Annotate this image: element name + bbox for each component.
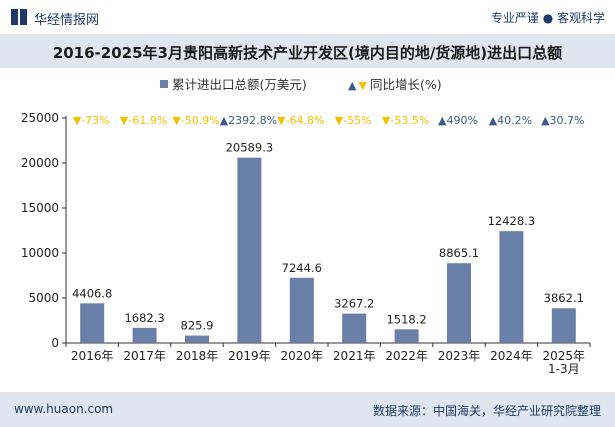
y-tick-label: 25000 xyxy=(21,111,59,125)
bar xyxy=(447,263,471,343)
x-tick-label: 2020年 xyxy=(281,349,324,363)
growth-up-label: ▲30.7% xyxy=(541,114,584,127)
bar-value-label: 8865.1 xyxy=(439,246,479,260)
x-tick-label: 1-3月 xyxy=(548,362,580,376)
x-tick-label: 2025年 xyxy=(543,349,586,363)
bar-value-label: 4406.8 xyxy=(72,286,112,300)
bar xyxy=(342,313,367,343)
bar-value-label: 3862.1 xyxy=(544,291,584,305)
growth-up-label: ▲40.2% xyxy=(489,114,532,127)
bar-value-label: 1518.2 xyxy=(386,312,426,326)
bar xyxy=(237,157,262,343)
y-tick-label: 15000 xyxy=(21,201,59,215)
x-tick-label: 2019年 xyxy=(228,349,271,363)
growth-up-label: ▲2392.8% xyxy=(220,114,277,127)
huajing-logo-icon xyxy=(11,9,27,25)
legend-total-label: 累计进出口总额(万美元) xyxy=(172,77,307,92)
growth-down-label: ▼-50.9% xyxy=(172,114,219,127)
x-tick-label: 2023年 xyxy=(438,349,481,363)
bar xyxy=(499,231,524,343)
bar xyxy=(132,327,157,343)
growth-down-label: ▼-73% xyxy=(73,114,110,127)
y-tick-label: 20000 xyxy=(21,156,59,170)
footer-bar: www.huaon.com 数据来源：中国海关，华经产业研究院整理 xyxy=(0,392,615,427)
bar-value-label: 1682.3 xyxy=(124,311,164,325)
growth-up-label: ▲490% xyxy=(438,114,478,127)
bar xyxy=(289,277,314,343)
footer-source: 数据来源：中国海关，华经产业研究院整理 xyxy=(372,404,601,418)
bar xyxy=(394,329,419,343)
growth-down-label: ▼-53.5% xyxy=(382,114,429,127)
x-tick-label: 2016年 xyxy=(71,349,114,363)
y-tick-label: 0 xyxy=(51,336,59,350)
bar xyxy=(551,308,576,343)
legend-growth-label: 同比增长(%) xyxy=(369,77,442,92)
brand-name: 华经情报网 xyxy=(34,13,100,28)
x-tick-label: 2024年 xyxy=(490,349,533,363)
footer-site: www.huaon.com xyxy=(14,402,114,416)
bar-value-label: 825.9 xyxy=(181,319,214,333)
y-tick-label: 10000 xyxy=(21,246,59,260)
growth-down-label: ▼-64.8% xyxy=(277,114,324,127)
x-tick-label: 2018年 xyxy=(176,349,219,363)
x-tick-label: 2021年 xyxy=(333,349,376,363)
down-triangle-icon: ▼ xyxy=(358,79,367,92)
bar xyxy=(185,335,209,343)
bar xyxy=(80,303,105,343)
x-tick-label: 2017年 xyxy=(123,349,166,363)
chart-legend: 累计进出口总额(万美元) ▲ ▼ 同比增长(%) xyxy=(0,74,615,92)
bar-value-label: 7244.6 xyxy=(282,261,322,275)
bar-value-label: 20589.3 xyxy=(226,141,274,155)
brand-tagline: 专业严谨 ● 客观科学 xyxy=(490,11,605,25)
y-tick-label: 5000 xyxy=(28,291,59,305)
title-bar: 2016-2025年3月贵阳高新技术产业开发区(境内目的地/货源地)进出口总额 xyxy=(0,34,615,68)
growth-down-label: ▼-55% xyxy=(335,114,372,127)
chart-title: 2016-2025年3月贵阳高新技术产业开发区(境内目的地/货源地)进出口总额 xyxy=(52,44,563,62)
x-tick-label: 2022年 xyxy=(385,349,428,363)
legend-item-total: 累计进出口总额(万美元) xyxy=(160,74,307,93)
growth-down-label: ▼-61.9% xyxy=(120,114,167,127)
top-bar: 华经情报网 专业严谨 ● 客观科学 xyxy=(0,0,615,34)
legend-item-growth: ▲ ▼ 同比增长(%) xyxy=(348,74,442,93)
bar-value-label: 12428.3 xyxy=(488,214,536,228)
legend-bar-swatch xyxy=(160,80,168,88)
bar-value-label: 3267.2 xyxy=(334,297,374,311)
up-triangle-icon: ▲ xyxy=(348,79,357,92)
